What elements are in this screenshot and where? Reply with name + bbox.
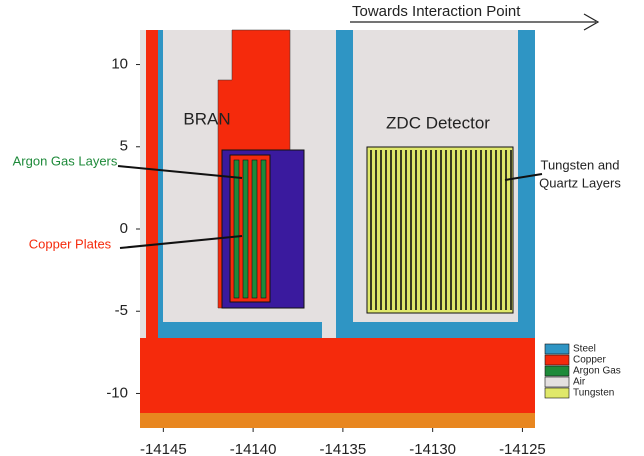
geometry [140, 30, 535, 428]
legend-swatch [545, 366, 569, 376]
legend-label: Steel [573, 344, 596, 355]
steel-base [140, 413, 535, 428]
x-tick-label: -14125 [499, 441, 546, 456]
copper-label: Copper Plates [29, 236, 112, 251]
legend-swatch [545, 355, 569, 365]
argon-layer [252, 160, 257, 298]
legend-swatch [545, 344, 569, 354]
tungsten-label: Quartz Layers [539, 175, 621, 190]
y-tick-label: -5 [115, 302, 128, 319]
y-tick-label: -10 [106, 384, 128, 401]
tungsten-label: Tungsten and [540, 157, 619, 172]
y-tick-label: 5 [120, 138, 128, 155]
x-tick-label: -14145 [140, 441, 187, 456]
y-tick-label: 10 [111, 56, 128, 73]
legend-label: Copper [573, 355, 606, 366]
bran-label: BRAN [183, 109, 230, 128]
argon-label: Argon Gas Layers [13, 153, 118, 168]
legend-label: Tungsten [573, 388, 614, 399]
x-tick-label: -14130 [409, 441, 456, 456]
legend-label: Air [573, 377, 586, 388]
x-tick-label: -14135 [320, 441, 367, 456]
legend-swatch [545, 388, 569, 398]
zdc-label: ZDC Detector [386, 113, 490, 132]
air-gap [322, 30, 336, 338]
x-tick-label: -14140 [230, 441, 277, 456]
legend-label: Argon Gas [573, 366, 621, 377]
argon-layer [243, 160, 248, 298]
y-tick-label: 0 [120, 220, 128, 237]
air-strip [140, 30, 146, 338]
direction-label: Towards Interaction Point [352, 3, 521, 20]
legend-swatch [545, 377, 569, 387]
detector-diagram: Towards Interaction Point BRAN ZDC Detec… [0, 0, 644, 456]
argon-layer [234, 160, 239, 298]
argon-layer [261, 160, 266, 298]
